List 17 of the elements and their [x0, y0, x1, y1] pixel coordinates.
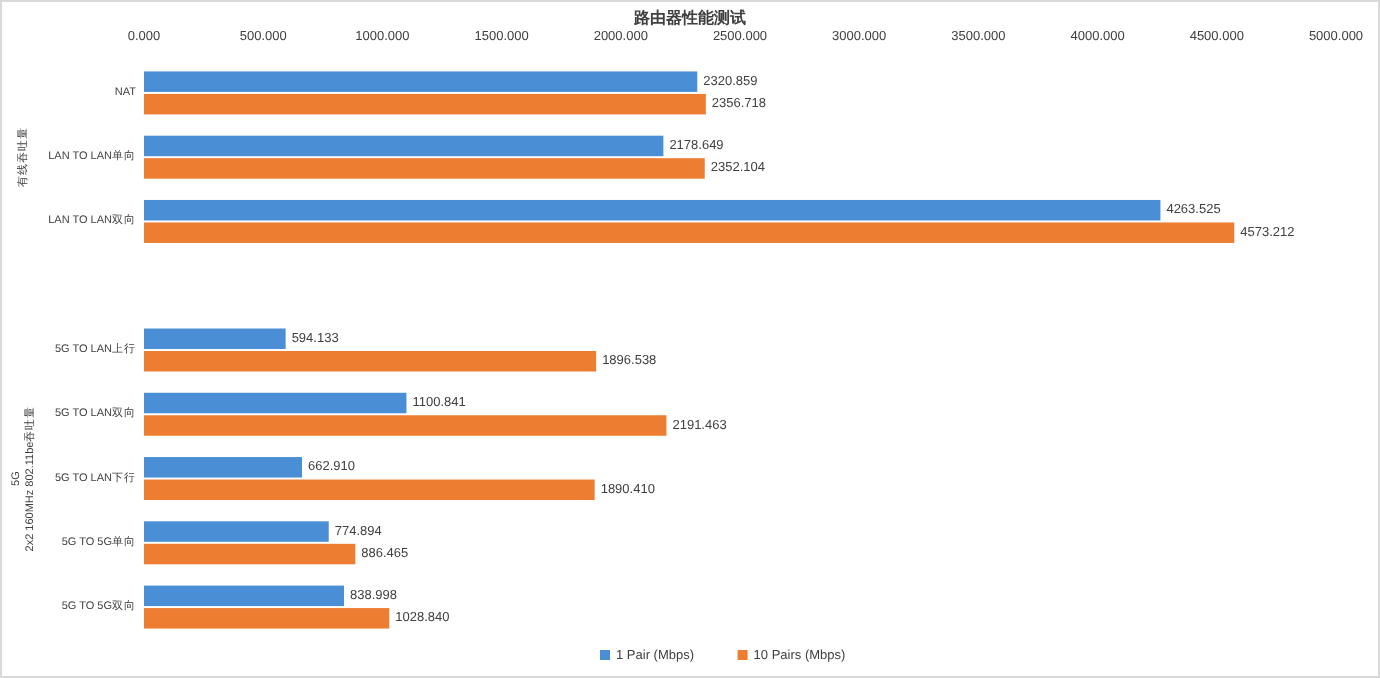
bar — [144, 585, 345, 607]
bar — [144, 392, 407, 414]
bar — [144, 93, 706, 115]
bar — [144, 158, 705, 179]
bar — [144, 543, 356, 565]
bar — [144, 199, 1161, 221]
chart-title: 路由器性能测试 — [632, 9, 746, 27]
bar — [144, 457, 303, 478]
bar — [144, 222, 1235, 243]
bar — [144, 479, 595, 501]
bar — [144, 415, 667, 436]
bar — [144, 71, 698, 92]
bar — [144, 608, 390, 629]
bar — [144, 135, 664, 157]
bar — [144, 351, 597, 372]
bar — [144, 328, 286, 349]
bar — [144, 521, 329, 542]
